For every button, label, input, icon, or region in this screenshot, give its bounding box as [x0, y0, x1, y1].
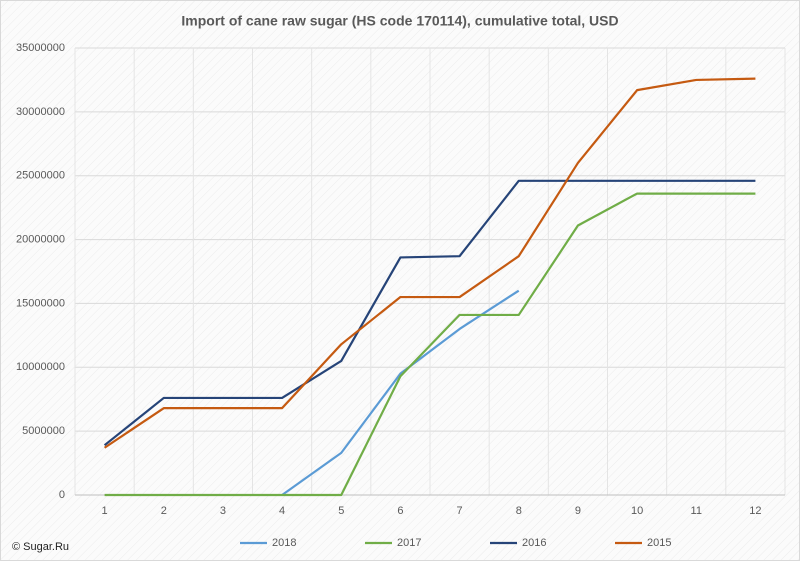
legend-label: 2017 [397, 537, 421, 549]
y-tick-label: 5000000 [22, 425, 65, 437]
legend-label: 2016 [522, 537, 546, 549]
x-tick-label: 10 [631, 505, 643, 517]
y-tick-label: 30000000 [16, 106, 65, 118]
y-tick-label: 0 [59, 489, 65, 501]
series-line [103, 77, 756, 449]
x-tick-label: 5 [338, 505, 344, 517]
x-tick-label: 9 [575, 505, 581, 517]
x-tick-label: 3 [220, 505, 226, 517]
footer: © Sugar.Ru [12, 541, 69, 553]
legend-label: 2018 [272, 537, 296, 549]
y-tick-label: 15000000 [16, 297, 65, 309]
x-tick-label: 7 [457, 505, 463, 517]
x-tick-label: 8 [516, 505, 522, 517]
x-tick-label: 1 [102, 505, 108, 517]
x-tick-label: 11 [691, 505, 702, 517]
x-tick-label: 6 [397, 505, 403, 517]
y-tick-label: 10000000 [16, 361, 65, 373]
legend-label: 2015 [647, 537, 671, 549]
y-tick-label: 20000000 [16, 233, 65, 245]
series-line [104, 192, 756, 497]
y-tick-label: 25000000 [16, 170, 65, 182]
x-tick-label: 4 [279, 505, 285, 517]
series-line [281, 289, 520, 496]
x-tick-label: 2 [161, 505, 167, 517]
series-line [103, 179, 756, 447]
chart-title: Import of cane raw sugar (HS code 170114… [181, 13, 618, 29]
x-tick-label: 12 [749, 505, 761, 517]
y-tick-label: 35000000 [16, 42, 65, 54]
